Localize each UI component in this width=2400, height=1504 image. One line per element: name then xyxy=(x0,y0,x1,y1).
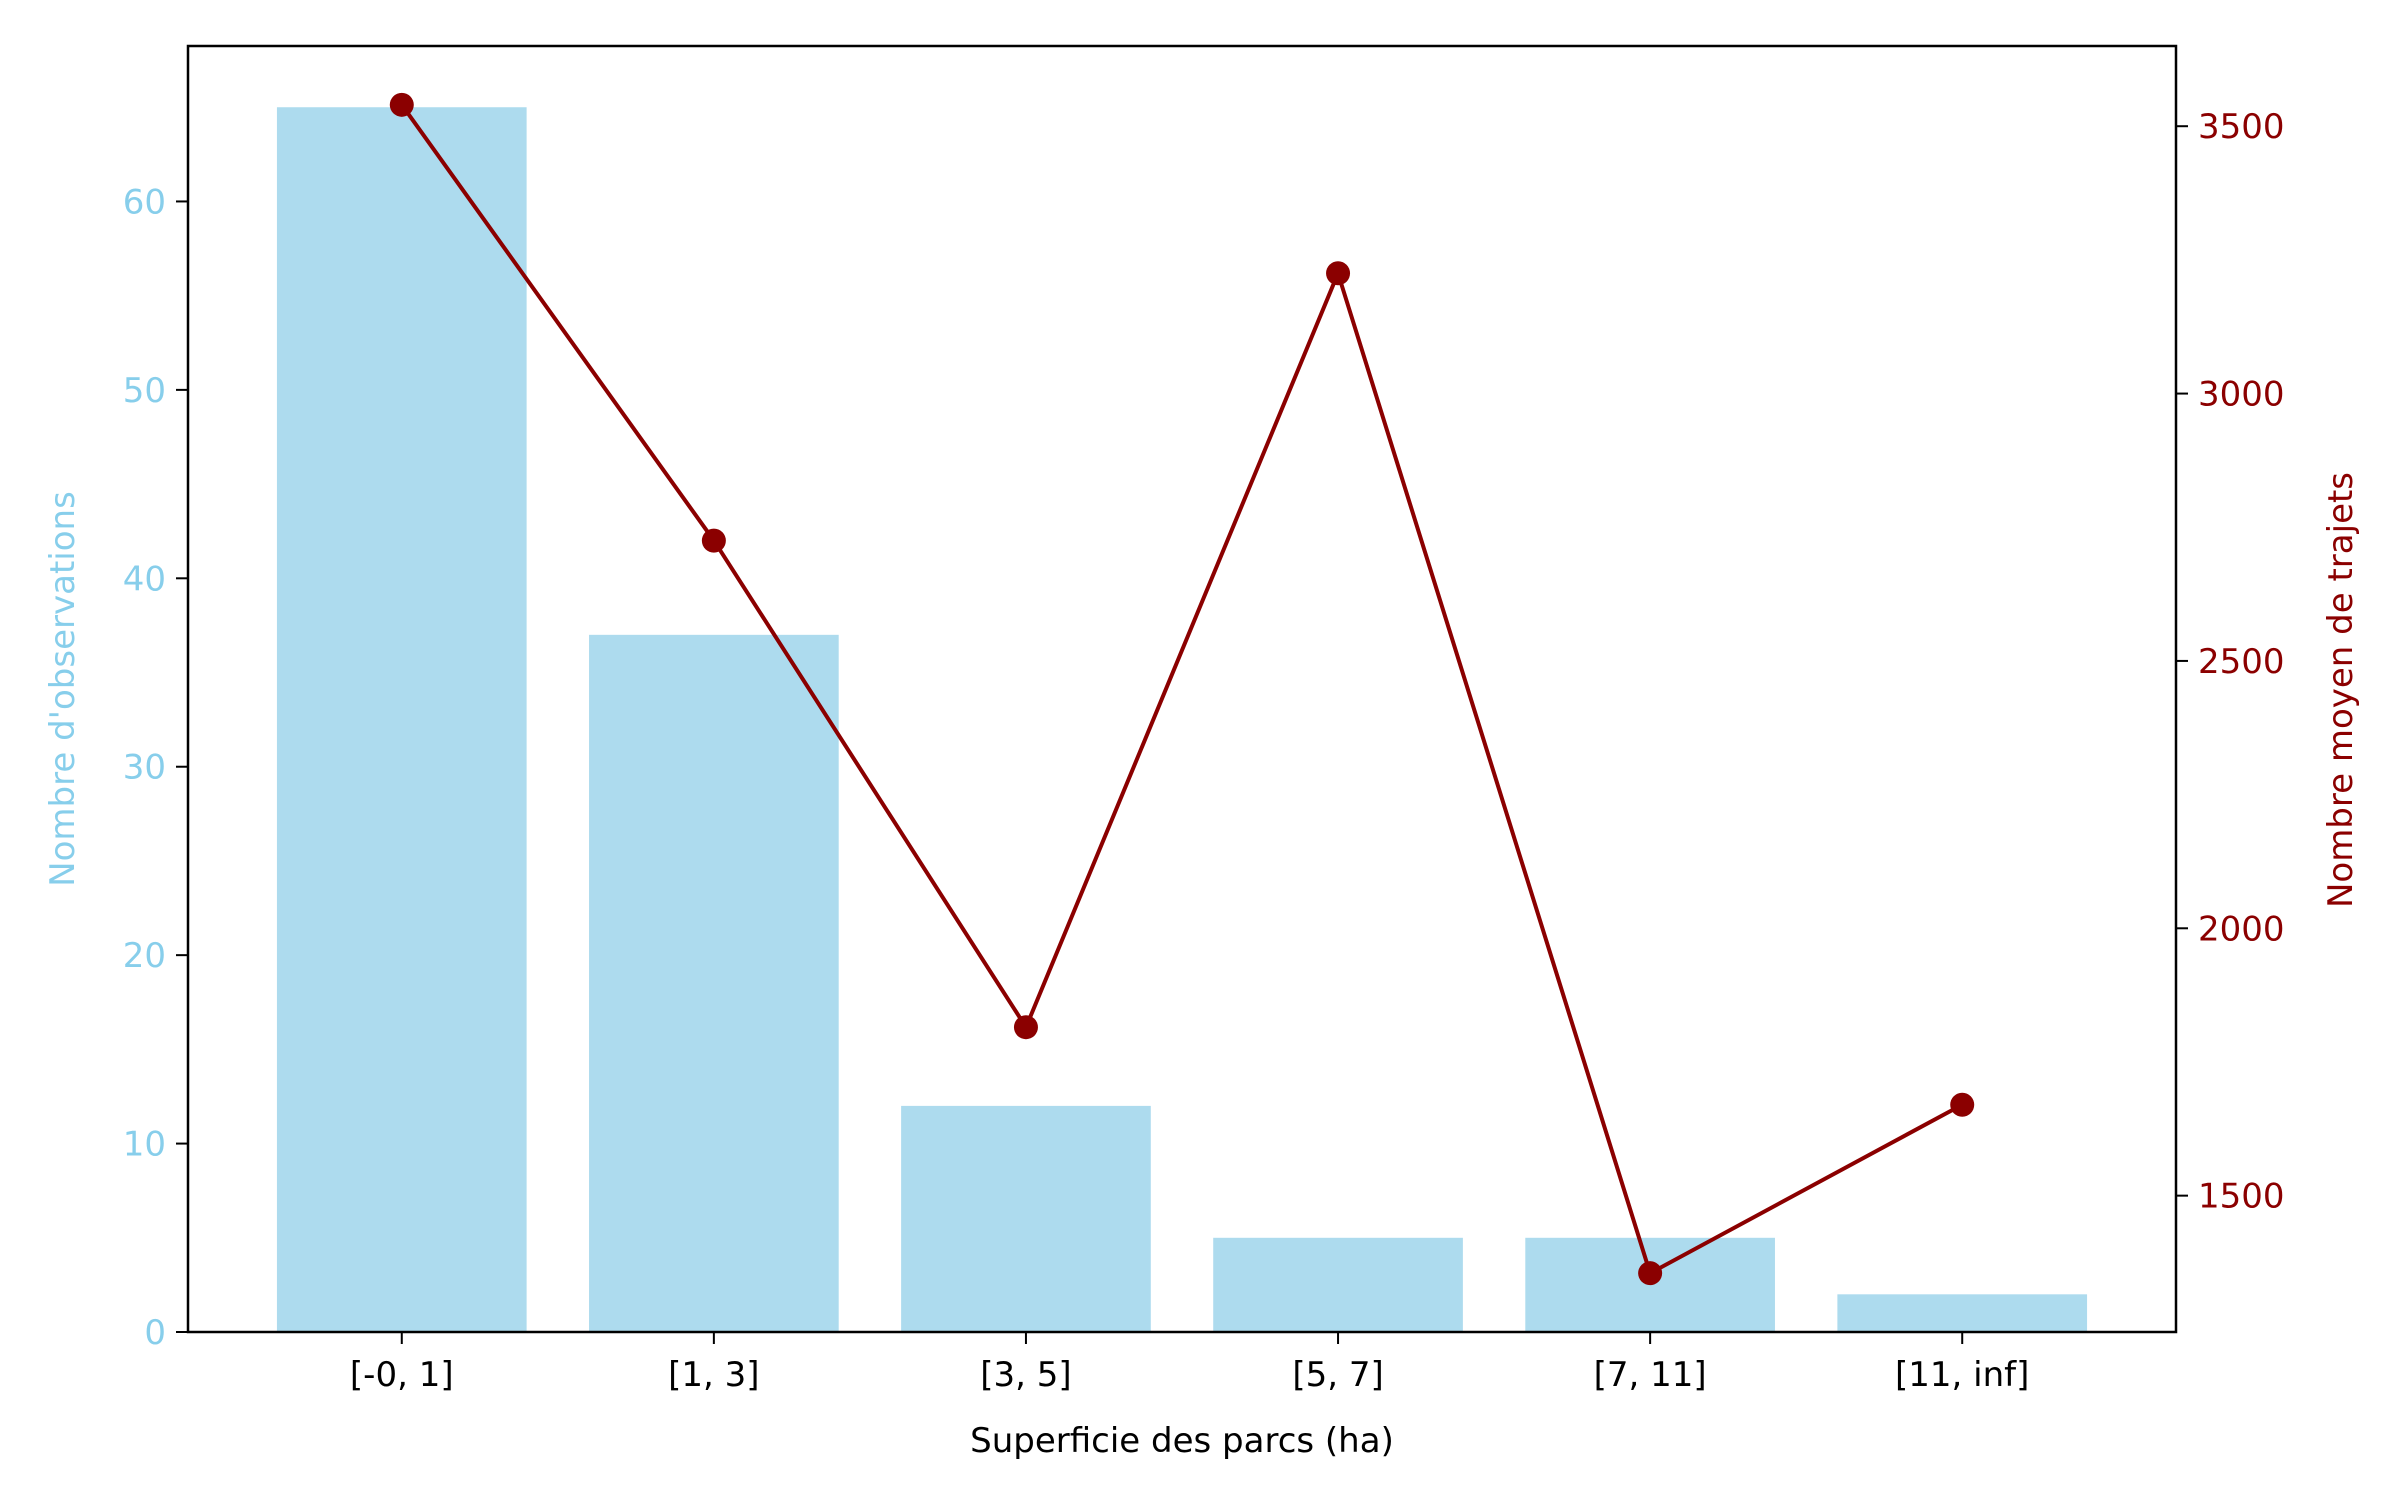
axes-layer: 0 10 20 30 40 50 60 1500 2000 2500 3000 3500 [-0, 1]… xyxy=(123,44,2285,1395)
x-axis-label: Superficie des parcs (ha) xyxy=(970,1421,1394,1461)
line-point-1 xyxy=(701,528,726,553)
line-point-0 xyxy=(389,92,414,117)
x-tick-label-3: [5, 7] xyxy=(1292,1355,1383,1395)
line-series xyxy=(400,103,1964,1276)
x-tick-label-5: [11, inf] xyxy=(1895,1355,2029,1395)
bar-3 xyxy=(1213,1237,1463,1332)
left-tick-label-5: 50 xyxy=(123,371,166,411)
bar-5 xyxy=(1837,1294,2088,1332)
left-tick-label-3: 30 xyxy=(123,748,166,788)
left-y-axis-label: Nombre d'observations xyxy=(43,491,83,887)
labels-layer: Superficie des parcs (ha) Nombre d'obser… xyxy=(43,472,2361,1461)
right-tick-label-2: 2500 xyxy=(2198,642,2285,682)
line-point-4 xyxy=(1638,1261,1663,1286)
right-y-axis-label: Nombre moyen de trajets xyxy=(2321,472,2361,908)
line-point-5 xyxy=(1950,1092,1975,1117)
left-tick-label-1: 10 xyxy=(123,1125,166,1165)
plot-frame xyxy=(186,44,2178,1334)
left-tick-label-2: 20 xyxy=(123,936,166,976)
x-tick-label-0: [-0, 1] xyxy=(350,1355,454,1395)
left-tick-label-0: 0 xyxy=(144,1313,166,1353)
line-point-2 xyxy=(1013,1015,1038,1040)
right-tick-label-4: 3500 xyxy=(2198,107,2285,147)
bars-layer xyxy=(276,107,2088,1333)
bar-2 xyxy=(901,1105,1151,1332)
left-tick-label-6: 60 xyxy=(123,182,166,222)
right-tick-label-0: 1500 xyxy=(2198,1177,2285,1217)
left-tick-label-4: 40 xyxy=(123,559,166,599)
x-tick-label-2: [3, 5] xyxy=(980,1355,1071,1395)
line-point-3 xyxy=(1326,261,1351,286)
x-tick-label-1: [1, 3] xyxy=(668,1355,759,1395)
right-tick-label-3: 3000 xyxy=(2198,375,2285,415)
line-layer xyxy=(389,92,1975,1286)
bar-0 xyxy=(276,107,527,1333)
right-tick-label-1: 2000 xyxy=(2198,909,2285,949)
x-tick-label-4: [7, 11] xyxy=(1594,1355,1707,1395)
bar-1 xyxy=(589,634,839,1332)
